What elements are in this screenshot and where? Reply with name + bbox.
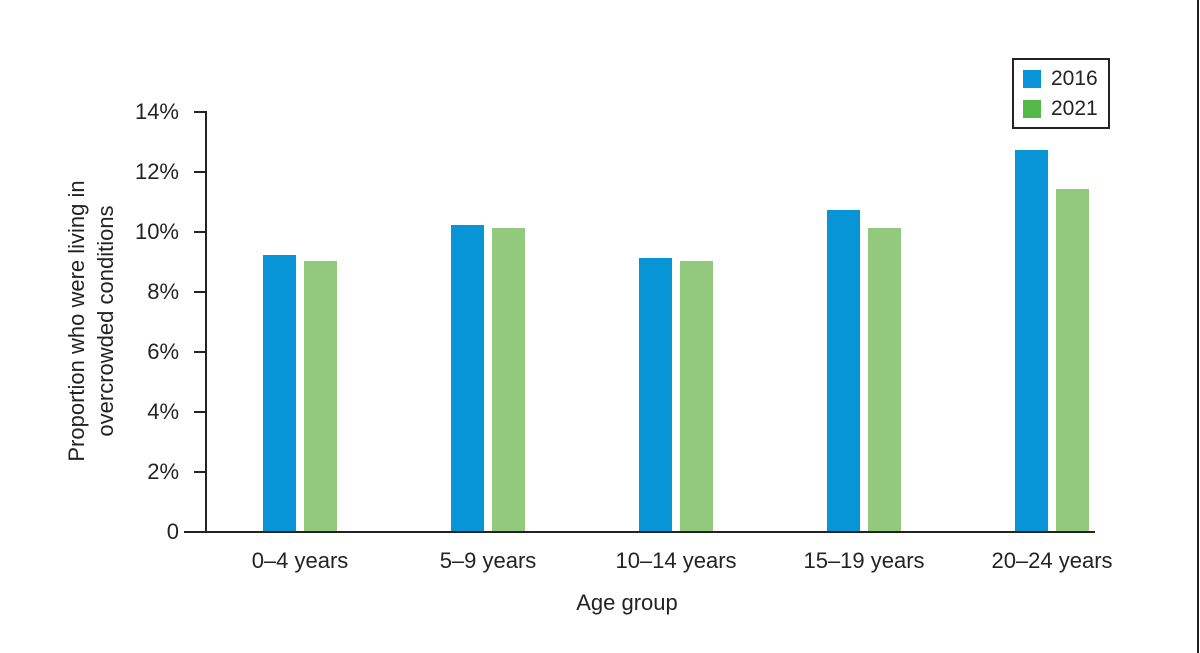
bar-2016-0 (263, 255, 296, 531)
legend-swatch-2016 (1023, 69, 1041, 88)
bar-2021-3 (868, 228, 901, 531)
bar-2021-0 (304, 261, 337, 531)
bar-2021-2 (680, 261, 713, 531)
bar-2021-4 (1056, 189, 1089, 531)
y-tick (194, 351, 206, 353)
x-category-label-3: 15–19 years (803, 548, 925, 573)
y-tick (194, 111, 206, 113)
bar-2016-2 (639, 258, 672, 531)
bar-2016-3 (827, 210, 860, 531)
legend: 2016 2021 (1012, 58, 1110, 129)
y-tick-label: 14% (134, 99, 179, 124)
y-tick-label: 12% (134, 159, 179, 184)
legend-label-2021: 2021 (1051, 97, 1098, 120)
bar-2016-4 (1015, 150, 1048, 531)
legend-row-2016: 2016 (1023, 68, 1108, 89)
y-tick (194, 471, 206, 473)
y-axis-line (205, 111, 207, 533)
x-category-label-0: 0–4 years (251, 548, 349, 573)
y-tick (194, 411, 206, 413)
legend-swatch-2021 (1023, 99, 1041, 118)
right-edge-line (1197, 0, 1199, 653)
x-axis-title: Age group (576, 590, 678, 615)
y-tick-label: 6% (147, 339, 179, 364)
y-tick-label: 10% (134, 219, 179, 244)
y-tick-label: 0 (166, 519, 179, 544)
y-tick (194, 231, 206, 233)
x-category-label-4: 20–24 years (991, 548, 1113, 573)
y-tick-label: 8% (147, 279, 179, 304)
x-category-label-2: 10–14 years (615, 548, 737, 573)
legend-label-2016: 2016 (1051, 67, 1098, 90)
x-category-label-1: 5–9 years (439, 548, 537, 573)
x-axis-line (184, 531, 1095, 533)
bar-2021-1 (492, 228, 525, 531)
bar-2016-1 (451, 225, 484, 531)
y-tick-label: 4% (147, 399, 179, 424)
legend-row-2021: 2021 (1023, 98, 1108, 119)
y-axis-title-line-1: Proportion who were living in (64, 180, 89, 462)
y-tick (194, 291, 206, 293)
y-tick (194, 171, 206, 173)
y-tick-label: 2% (147, 459, 179, 484)
